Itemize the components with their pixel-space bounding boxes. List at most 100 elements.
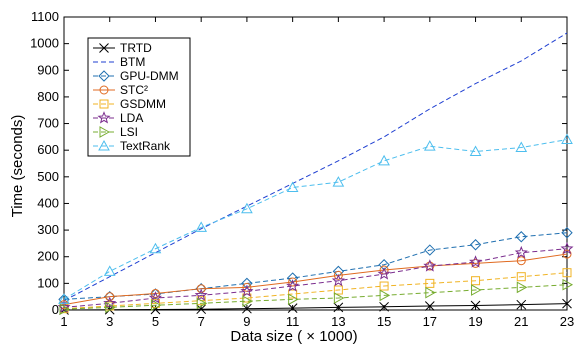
y-tick-label: 0 [52,302,59,317]
data-point-lsi [242,295,253,308]
data-point-trtd [562,298,572,309]
data-point-lsi [196,297,208,310]
data-point-lda [514,245,528,259]
axes: 1 3 5 7 9 11 13 15 17 19 21 23010020030040050060070… [30,9,574,329]
data-point-lsi [379,289,391,302]
x-tick-label: 5 [152,314,159,329]
data-point-gpu-dmm [241,277,253,290]
data-point-trtd [379,301,389,312]
series-line-trtd [63,303,568,311]
data-point-gsdmm [471,276,481,286]
data-point-textrank [241,202,253,214]
data-point-lda [423,259,437,272]
legend-marker-gpu-dmm [98,70,110,82]
data-point-lda [240,284,254,297]
series-trtd [59,298,572,315]
legend-label-trtd: TRTD [120,41,152,55]
data-point-gpu-dmm [515,231,527,243]
series-line-lsi [63,284,568,310]
series-line-gsdmm [63,272,568,310]
series-lsi [59,278,574,316]
legend-box [87,37,191,157]
data-point-gpu-dmm [424,244,436,256]
x-tick-label: 1 [60,314,67,329]
data-point-stc2 [105,292,115,302]
y-tick-label: 400 [37,195,59,210]
data-point-trtd [470,300,481,311]
data-point-lda [103,296,117,309]
series-gpu-dmm [58,227,573,306]
y-tick-label: 200 [37,249,59,264]
legend-marker-lda [97,111,111,124]
y-tick-label: 900 [37,62,59,77]
data-point-gsdmm [562,268,572,278]
data-point-gsdmm [333,285,343,295]
legend-label-lda: LDA [120,111,143,125]
series-line-textrank [63,139,568,300]
data-point-textrank [286,181,299,192]
x-tick-label: 19 [468,314,482,329]
x-tick-label: 7 [198,314,205,329]
x-tick-label: 9 [243,314,250,329]
series-stc2 [59,249,572,310]
y-tick-label: 700 [37,116,59,131]
data-point-textrank [561,133,573,145]
y-tick-label: 600 [37,142,59,157]
data-point-gsdmm [516,272,526,282]
y-tick-label: 500 [37,169,59,184]
legend-marker-lsi [99,126,111,138]
data-point-trtd [287,303,298,313]
data-point-textrank [515,141,528,153]
data-point-lsi [59,303,71,316]
y-tick-label: 300 [37,222,59,237]
data-point-stc2 [516,256,526,266]
data-point-trtd [424,301,435,311]
data-point-lsi [516,281,528,294]
legend-marker-stc2 [99,85,109,95]
series-line-btm [63,32,568,302]
legend-marker-textrank [98,139,110,151]
data-point-trtd [516,299,527,310]
data-point-textrank [58,293,70,304]
plot-frame [63,16,568,311]
data-point-gsdmm [379,281,389,291]
legend-label-gpu-dmm: GPU-DMM [120,69,179,83]
data-point-stc2 [288,277,298,287]
legend-marker-trtd [99,43,109,53]
data-point-lsi [471,284,482,296]
x-tick-label: 17 [423,314,437,329]
x-tick-label: 13 [331,314,345,329]
data-point-lda [194,288,208,301]
legend-label-lsi: LSI [120,125,138,139]
legend-marker-gsdmm [99,99,109,109]
data-point-textrank [332,176,345,187]
x-axis-label: Data size ( × 1000) [230,328,357,345]
series-textrank [58,133,573,304]
x-tick-label: 23 [560,314,574,329]
data-point-textrank [103,265,116,276]
data-point-gpu-dmm [469,239,482,251]
legend-label-textrank: TextRank [120,139,171,153]
series-lda [57,241,574,313]
data-point-trtd [333,302,344,313]
data-point-lsi [105,301,116,314]
series-line-lda [63,248,568,308]
data-point-stc2 [562,249,572,259]
series-layer [57,32,574,316]
data-point-stc2 [196,284,206,294]
series-line-stc2 [63,253,568,306]
series-btm [63,32,568,302]
data-point-gpu-dmm [561,227,573,239]
legend-label-stc2: STC² [120,83,148,97]
data-point-gpu-dmm [286,272,299,284]
data-point-lsi [288,293,299,306]
data-point-lda [331,273,345,287]
data-point-stc2 [471,258,481,268]
data-point-textrank [469,145,482,157]
y-tick-label: 1000 [30,36,59,51]
data-point-lda [469,255,483,268]
data-point-textrank [195,221,208,232]
y-tick-label: 1100 [31,9,59,24]
